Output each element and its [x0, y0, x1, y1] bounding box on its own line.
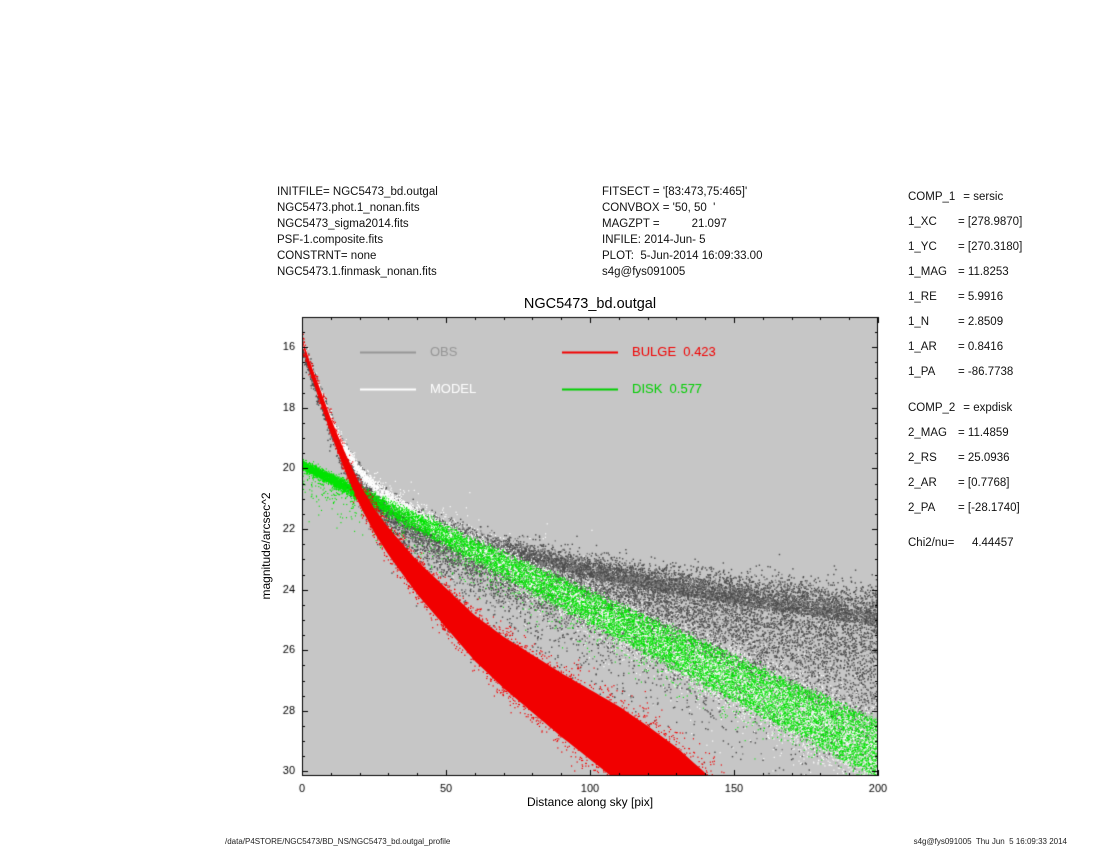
info-line: MAGZPT = 21.097 — [602, 218, 727, 230]
x-axis-label: Distance along sky [pix] — [526, 795, 654, 809]
info-line: CONSTRNT= none — [277, 250, 377, 262]
param-row: 1_XC = [278.9870] — [908, 216, 1022, 241]
info-line: NGC5473.phot.1_nonan.fits — [277, 202, 420, 214]
param-label: 1_MAG — [908, 266, 947, 278]
param-label: 1_RE — [908, 291, 937, 303]
plot-title: NGC5473_bd.outgal — [523, 296, 657, 312]
param-row: 1_MAG = 11.8253 — [908, 266, 1022, 291]
info-line: INITFILE= NGC5473_bd.outgal — [277, 186, 438, 198]
param-label: COMP_1 — [908, 191, 956, 203]
footer-user-timestamp: s4g@fys091005 Thu Jun 5 16:09:33 2014 — [913, 837, 1067, 846]
param-row: 1_RE = 5.9916 — [908, 291, 1022, 316]
param-label: 2_AR — [908, 477, 937, 489]
info-line: INFILE: 2014-Jun- 5 — [602, 234, 706, 246]
input-files-block: INITFILE= NGC5473_bd.outgal NGC5473.phot.… — [277, 184, 438, 280]
param-row: COMP_2 = expdisk — [908, 402, 1022, 427]
param-label: Chi2/nu= — [908, 537, 955, 549]
param-row: Chi2/nu= 4.44457 — [908, 537, 1022, 562]
info-line: FITSECT = '[83:473,75:465]' — [602, 186, 748, 198]
param-row: 2_AR = [0.7768] — [908, 477, 1022, 502]
fit-parameters-block: COMP_1 = sersic 1_XC = [278.9870] 1_YC = [270… — [908, 191, 1022, 562]
param-value: = 5.9916 — [958, 291, 1004, 303]
param-value: = 2.8509 — [958, 316, 1004, 328]
param-value: = -86.7738 — [958, 366, 1014, 378]
param-label: 1_PA — [908, 366, 936, 378]
param-label: COMP_2 — [908, 402, 956, 414]
param-row: COMP_1 = sersic — [908, 191, 1022, 216]
fit-settings-block: FITSECT = '[83:473,75:465]' CONVBOX = '50… — [602, 184, 762, 280]
param-label: 1_AR — [908, 341, 937, 353]
param-value: = sersic — [963, 191, 1004, 203]
param-label: 2_RS — [908, 452, 937, 464]
param-value: = 25.0936 — [958, 452, 1010, 464]
param-value: = [0.7768] — [958, 477, 1010, 489]
info-line: NGC5473.1.finmask_nonan.fits — [277, 266, 437, 278]
param-row: 1_PA = -86.7738 — [908, 366, 1022, 391]
param-row: 1_N = 2.8509 — [908, 316, 1022, 341]
param-label: 2_PA — [908, 502, 936, 514]
param-value: = 11.4859 — [958, 427, 1009, 439]
info-line: NGC5473_sigma2014.fits — [277, 218, 409, 230]
param-value: = expdisk — [963, 402, 1013, 414]
param-label: 1_N — [908, 316, 930, 328]
info-line: PSF-1.composite.fits — [277, 234, 384, 246]
param-row: 1_AR = 0.8416 — [908, 341, 1022, 366]
y-axis-label: magnitude/arcsec^2 — [259, 492, 273, 600]
param-row: 2_MAG = 11.4859 — [908, 427, 1022, 452]
info-line: PLOT: 5-Jun-2014 16:09:33.00 — [602, 250, 763, 262]
param-value: = [270.3180] — [958, 241, 1023, 253]
footer-file-path: /data/P4STORE/NGC5473/BD_NS/NGC5473_bd.o… — [225, 837, 451, 846]
info-line: s4g@fys091005 — [602, 266, 686, 278]
param-row: 2_RS = 25.0936 — [908, 452, 1022, 477]
param-row: 2_PA = [-28.1740] — [908, 502, 1022, 527]
param-label: 1_XC — [908, 216, 937, 228]
param-value: = [-28.1740] — [958, 502, 1020, 514]
info-line: CONVBOX = '50, 50 ' — [602, 202, 716, 214]
param-value: = [278.9870] — [958, 216, 1023, 228]
param-label: 1_YC — [908, 241, 937, 253]
param-value: = 0.8416 — [958, 341, 1004, 353]
param-row: 1_YC = [270.3180] — [908, 241, 1022, 266]
param-value: 4.44457 — [962, 537, 1014, 549]
param-value: = 11.8253 — [958, 266, 1009, 278]
param-label: 2_MAG — [908, 427, 947, 439]
